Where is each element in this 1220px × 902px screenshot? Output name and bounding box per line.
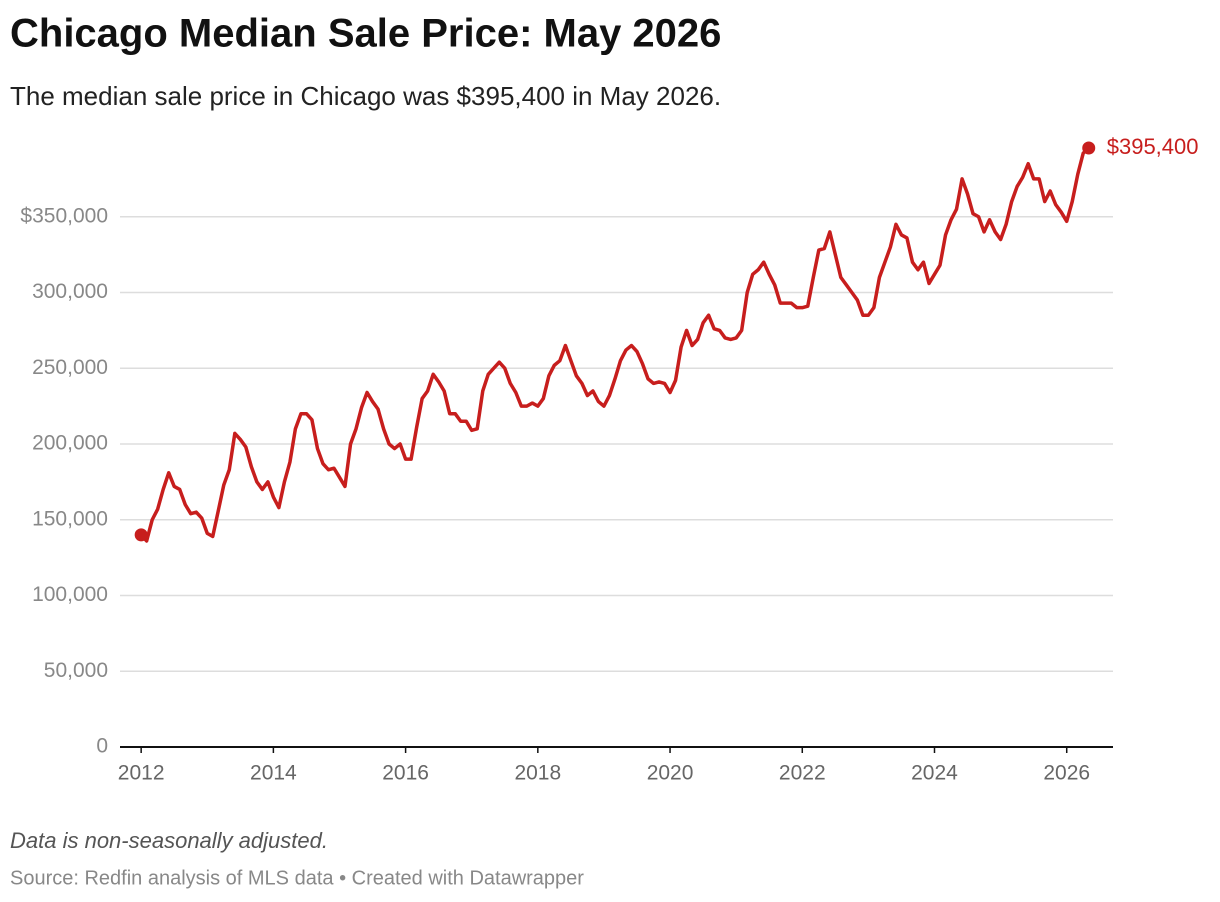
y-tick-label: 100,000 (32, 583, 108, 606)
x-tick-label: 2020 (647, 762, 694, 785)
x-tick-label: 2026 (1043, 762, 1090, 785)
y-tick-label: 200,000 (32, 432, 108, 455)
y-tick-label: 50,000 (44, 659, 108, 682)
y-tick-label: 0 (96, 735, 108, 758)
y-tick-label: 150,000 (32, 507, 108, 530)
x-tick-label: 2012 (118, 762, 165, 785)
chart-subtitle: The median sale price in Chicago was $39… (10, 81, 721, 111)
y-tick-label: 250,000 (32, 356, 108, 379)
y-tick-label: 300,000 (32, 280, 108, 303)
note: Data is non-seasonally adjusted. (10, 828, 328, 853)
source: Source: Redfin analysis of MLS data • Cr… (10, 867, 584, 889)
value-label: $395,400 (1107, 134, 1199, 159)
x-tick-label: 2014 (250, 762, 297, 785)
x-tick-label: 2016 (382, 762, 429, 785)
x-tick-label: 2018 (514, 762, 561, 785)
line (139, 146, 1090, 543)
chart-title: Chicago Median Sale Price: May 2026 (10, 12, 721, 56)
end-marker (134, 528, 148, 542)
x-tick-label: 2024 (911, 762, 958, 785)
y-tick-label: $350,000 (20, 204, 108, 227)
end-marker (1082, 141, 1096, 155)
x-tick-label: 2022 (779, 762, 826, 785)
